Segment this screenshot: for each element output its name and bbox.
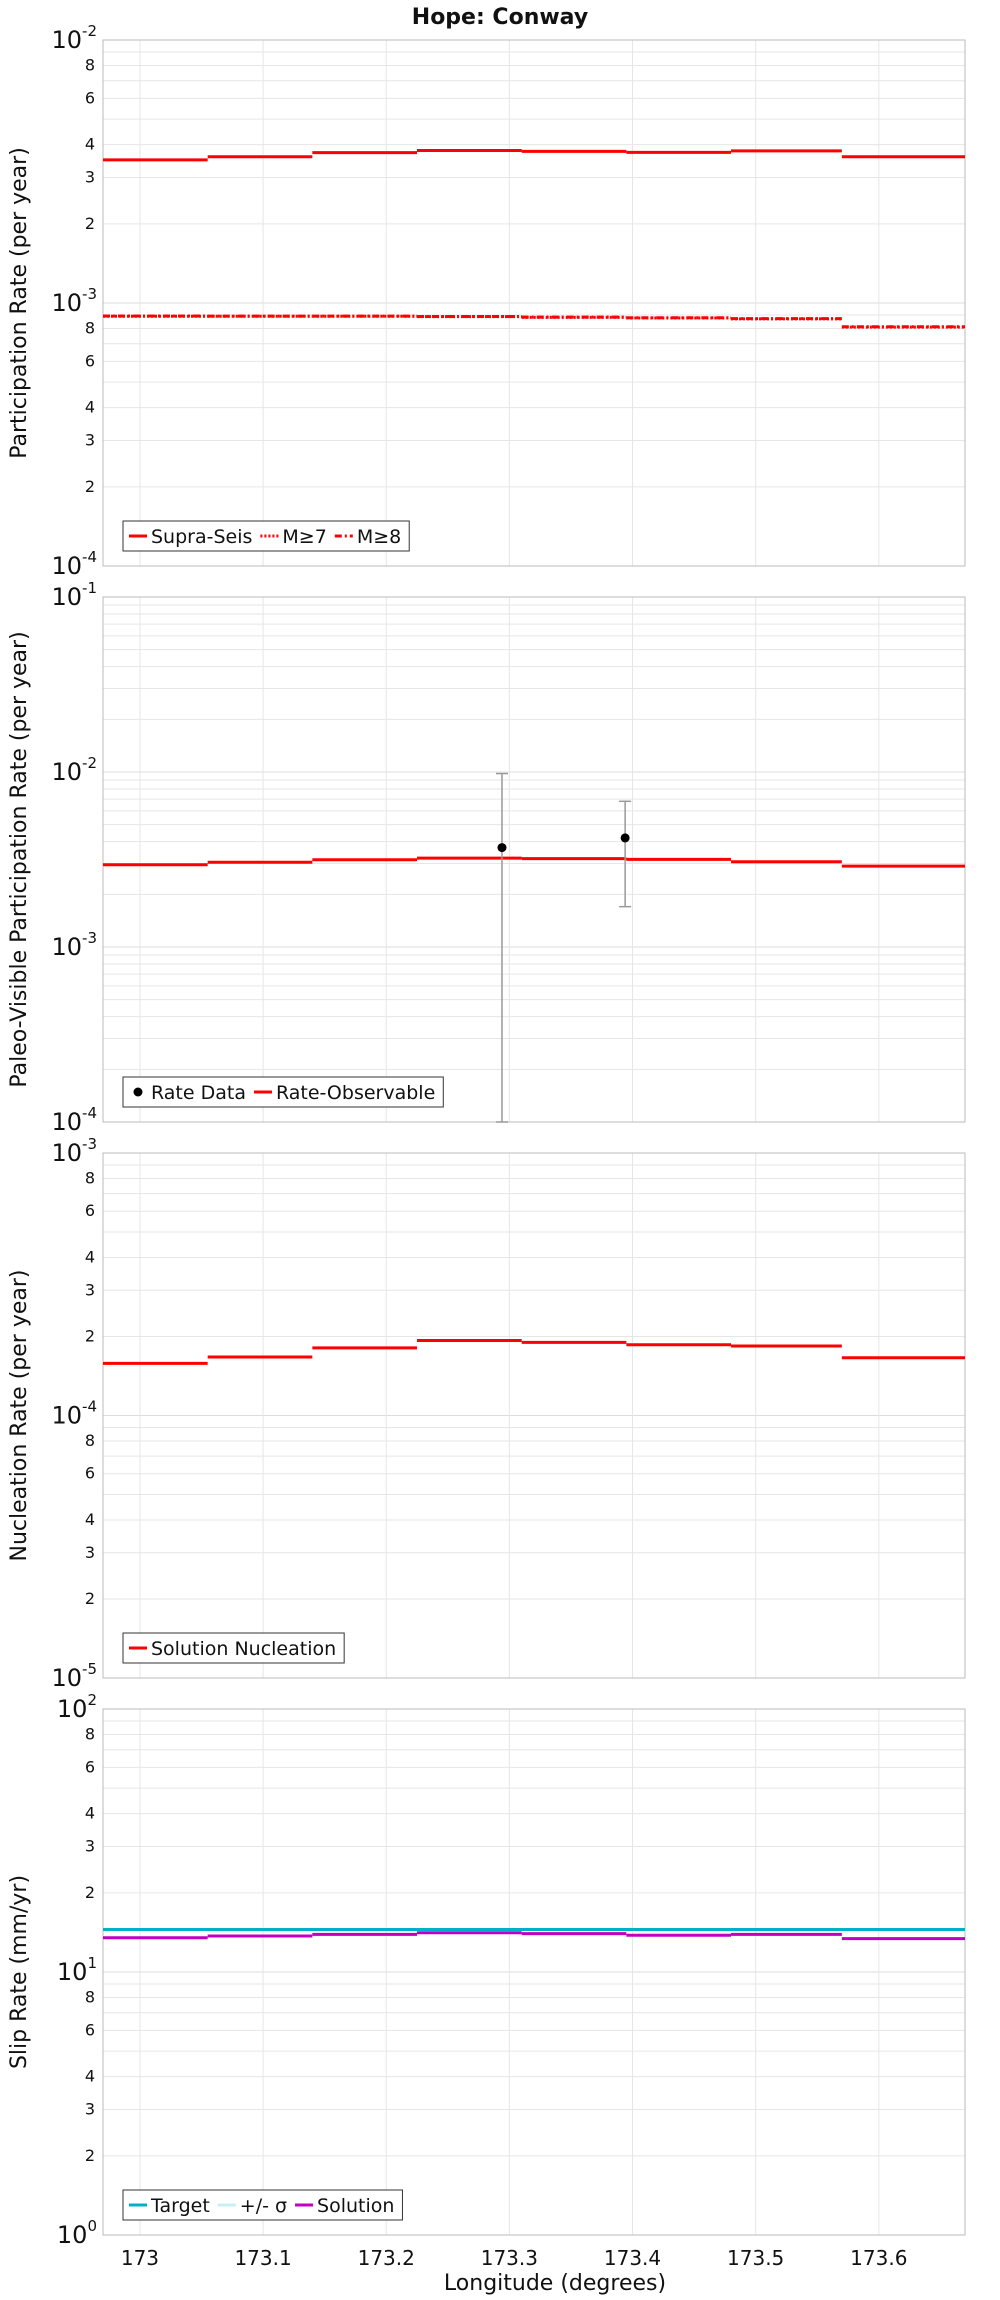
legend-label: Solution Nucleation bbox=[151, 1638, 336, 1660]
x-tick-label: 173 bbox=[121, 2246, 159, 2270]
x-tick-label: 173.3 bbox=[481, 2246, 538, 2270]
panel-2: 10-4 10-3 10-2 10-1 Paleo-Visible Participat… bbox=[7, 579, 966, 1136]
panel-4: 100 101 102 2 3 4 6 8 2 3 4 6 8 Slip Rate (mm/yr) 173 1… bbox=[7, 1691, 966, 2270]
y-tick-label: 10-3 bbox=[51, 1135, 97, 1167]
y-minor-tick-label: 6 bbox=[85, 351, 95, 370]
legend: Target +/- σ Solution bbox=[122, 2189, 403, 2221]
y-axis-label: Participation Rate (per year) bbox=[7, 147, 32, 459]
y-minor-tick-label: 8 bbox=[85, 1431, 95, 1450]
panel-3: 10-5 10-4 10-3 2 3 4 6 8 2 3 4 6 8 Nucleation Rate (p… bbox=[7, 1135, 966, 1692]
y-minor-tick-label: 4 bbox=[85, 2067, 95, 2086]
y-minor-tick-label: 6 bbox=[85, 88, 95, 107]
panel-1: 10-4 10-3 10-2 2 3 4 6 8 2 3 4 6 8 Participation Rate… bbox=[7, 22, 966, 580]
legend: Rate Data Rate-Observable bbox=[122, 1076, 444, 1108]
legend-box bbox=[122, 1076, 444, 1108]
x-axis-label: Longitude (degrees) bbox=[444, 2271, 666, 2296]
plot-frame bbox=[102, 1708, 966, 2236]
y-minor-tick-label: 3 bbox=[85, 431, 95, 450]
plot-frame bbox=[102, 596, 966, 1123]
legend-label: Supra-Seis bbox=[151, 526, 252, 548]
y-tick-label: 10-2 bbox=[51, 22, 97, 54]
legend-label: M≥7 bbox=[282, 526, 326, 548]
plot-frame bbox=[102, 1152, 966, 1679]
legend: Solution Nucleation bbox=[122, 1632, 345, 1664]
x-tick-label: 173.2 bbox=[358, 2246, 415, 2270]
y-minor-tick-label: 3 bbox=[85, 1543, 95, 1562]
y-tick-label: 10-4 bbox=[51, 1104, 97, 1136]
y-minor-tick-label: 2 bbox=[85, 214, 95, 233]
data-point bbox=[497, 843, 507, 853]
y-minor-tick-label: 3 bbox=[85, 1837, 95, 1856]
y-minor-tick-label: 6 bbox=[85, 1464, 95, 1483]
y-minor-tick-label: 8 bbox=[85, 55, 95, 74]
legend-box bbox=[122, 2189, 403, 2221]
y-minor-tick-label: 8 bbox=[85, 318, 95, 337]
y-tick-label: 10-1 bbox=[51, 579, 97, 611]
legend: Supra-Seis M≥7 M≥8 bbox=[122, 520, 410, 552]
plot-frame bbox=[102, 39, 966, 567]
y-minor-tick-label: 2 bbox=[85, 1326, 95, 1345]
y-minor-tick-label: 4 bbox=[85, 1247, 95, 1266]
y-minor-tick-label: 4 bbox=[85, 1510, 95, 1529]
y-minor-tick-label: 8 bbox=[85, 1987, 95, 2006]
legend-label: +/- σ bbox=[240, 2195, 287, 2217]
y-tick-label: 10-3 bbox=[51, 285, 97, 317]
y-minor-tick-label: 4 bbox=[85, 135, 95, 154]
y-axis-label: Nucleation Rate (per year) bbox=[7, 1270, 32, 1562]
legend-box bbox=[122, 1632, 345, 1664]
legend-marker bbox=[133, 1087, 143, 1097]
y-tick-label: 10-3 bbox=[51, 929, 97, 961]
y-axis-label: Paleo-Visible Participation Rate (per ye… bbox=[7, 631, 32, 1087]
data-point bbox=[620, 833, 630, 843]
y-tick-label: 10-4 bbox=[51, 1398, 97, 1430]
y-minor-tick-label: 4 bbox=[85, 1804, 95, 1823]
legend-label: Solution bbox=[317, 2195, 394, 2217]
legend-label: Target bbox=[150, 2195, 210, 2217]
y-tick-label: 10-2 bbox=[51, 754, 97, 786]
y-tick-label: 10-5 bbox=[51, 1660, 97, 1692]
y-tick-label: 10-4 bbox=[51, 548, 97, 580]
y-minor-tick-label: 8 bbox=[85, 1168, 95, 1187]
x-tick-label: 173.4 bbox=[604, 2246, 661, 2270]
y-minor-tick-label: 2 bbox=[85, 2146, 95, 2165]
y-minor-tick-label: 2 bbox=[85, 1589, 95, 1608]
y-minor-tick-label: 3 bbox=[85, 2100, 95, 2119]
x-tick-label: 173.6 bbox=[850, 2246, 907, 2270]
y-minor-tick-label: 4 bbox=[85, 398, 95, 417]
legend-label: Rate-Observable bbox=[276, 1082, 435, 1104]
x-tick-label: 173.5 bbox=[727, 2246, 784, 2270]
y-minor-tick-label: 6 bbox=[85, 2020, 95, 2039]
y-tick-label: 100 bbox=[57, 2217, 97, 2249]
y-minor-tick-label: 2 bbox=[85, 477, 95, 496]
y-tick-label: 102 bbox=[57, 1691, 97, 1723]
y-tick-label: 101 bbox=[57, 1954, 97, 1986]
y-minor-tick-label: 6 bbox=[85, 1201, 95, 1220]
legend-label: Rate Data bbox=[151, 1082, 246, 1104]
y-axis-label: Slip Rate (mm/yr) bbox=[7, 1875, 32, 2069]
y-minor-tick-label: 3 bbox=[85, 168, 95, 187]
y-minor-tick-label: 3 bbox=[85, 1280, 95, 1299]
y-minor-tick-label: 2 bbox=[85, 1883, 95, 1902]
y-minor-tick-label: 6 bbox=[85, 1757, 95, 1776]
chart-title: Hope: Conway bbox=[412, 5, 588, 30]
legend-label: M≥8 bbox=[357, 526, 401, 548]
x-tick-label: 173.1 bbox=[234, 2246, 291, 2270]
y-minor-tick-label: 8 bbox=[85, 1724, 95, 1743]
